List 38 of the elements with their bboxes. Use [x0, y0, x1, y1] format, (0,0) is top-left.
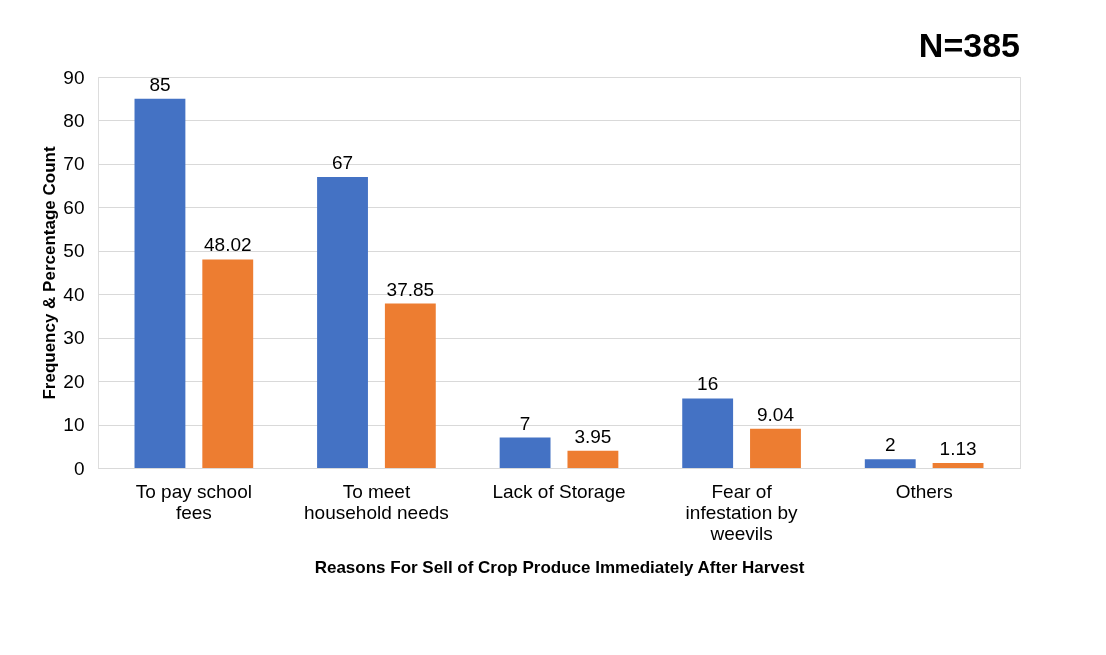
data-label: 7	[519, 412, 531, 434]
data-label: 9.04	[756, 403, 795, 425]
y-axis-title: Frequency & Percentage Count	[40, 146, 60, 400]
data-label: 37.85	[386, 278, 435, 300]
y-tick-label: 90	[63, 66, 85, 88]
bar	[750, 428, 801, 468]
data-label: 2	[884, 434, 896, 456]
y-tick-label: 60	[63, 196, 85, 218]
bar	[317, 176, 368, 468]
y-tick-label: 70	[63, 153, 85, 175]
y-tick-label: 10	[63, 414, 85, 436]
bar	[682, 398, 734, 468]
y-tick-label: 20	[63, 370, 85, 392]
text: N=385	[918, 26, 1020, 64]
data-label: 48.02	[203, 234, 252, 256]
bar	[134, 98, 186, 468]
bar	[932, 463, 984, 468]
bar	[384, 303, 436, 468]
y-tick-label: 0	[73, 457, 85, 479]
x-tick-label: To pay school fees	[135, 480, 252, 523]
y-tick-label: 80	[63, 109, 85, 131]
data-label: 85	[149, 73, 171, 95]
bar	[864, 459, 916, 468]
y-tick-label: 30	[63, 327, 85, 349]
data-label: 3.95	[574, 425, 612, 447]
bar	[499, 437, 551, 468]
x-tick-label: To meet household needs	[304, 480, 449, 523]
x-axis-title: Reasons For Sell of Crop Produce Immediately After Harvest	[314, 557, 805, 577]
data-label: 16	[697, 373, 719, 395]
y-tick-label: 50	[63, 240, 85, 262]
data-label: 1.13	[939, 438, 977, 460]
x-tick-label: Others	[895, 480, 953, 502]
data-label: 67	[331, 151, 354, 173]
x-tick-label: Fear of infestation by weevils	[685, 480, 799, 544]
bar	[202, 259, 254, 468]
x-tick-label: Lack of Storage	[492, 480, 626, 502]
bar	[567, 450, 619, 468]
y-tick-label: 40	[63, 283, 85, 305]
